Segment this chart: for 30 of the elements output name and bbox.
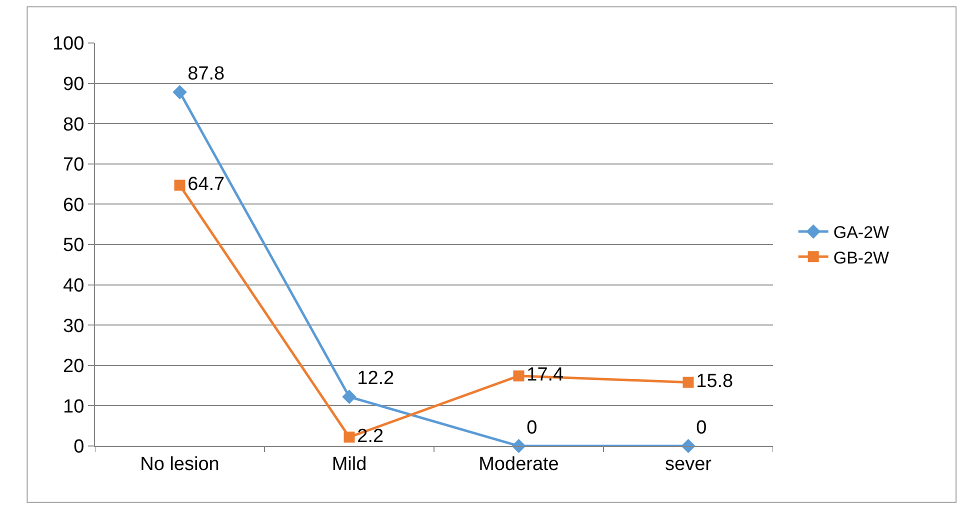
x-tick-label: Moderate — [478, 454, 559, 475]
x-tick-label: sever — [665, 454, 712, 475]
y-tick-label: 10 — [63, 396, 84, 418]
point — [682, 376, 694, 388]
y-tick-label: 30 — [63, 316, 84, 337]
data-label: 87.8 — [188, 64, 225, 85]
y-tick-label: 90 — [63, 74, 84, 95]
legend-label: GA-2W — [833, 223, 890, 242]
point — [174, 180, 186, 191]
point — [172, 85, 187, 100]
x-tick-label: Mild — [332, 454, 367, 475]
data-label: 64.7 — [188, 174, 225, 196]
point — [344, 432, 355, 443]
y-tick-label: 50 — [63, 235, 84, 256]
point — [342, 390, 356, 404]
y-tick-label: 100 — [52, 34, 84, 55]
data-label: 0 — [696, 417, 707, 438]
y-tick-label: 60 — [63, 194, 84, 216]
x-tick-label: No lesion — [140, 454, 220, 475]
point — [513, 370, 524, 382]
data-label: 15.8 — [696, 371, 734, 392]
y-tick-label: 80 — [63, 114, 84, 136]
y-tick-label: 40 — [63, 275, 84, 296]
data-label: 2.2 — [357, 426, 384, 447]
y-tick-label: 20 — [63, 356, 84, 378]
data-label: 12.2 — [357, 368, 394, 390]
legend-label: GB-2W — [833, 248, 890, 268]
y-tick-label: 70 — [63, 154, 84, 176]
data-label: 0 — [526, 417, 538, 438]
y-tick-label: 0 — [74, 436, 84, 458]
